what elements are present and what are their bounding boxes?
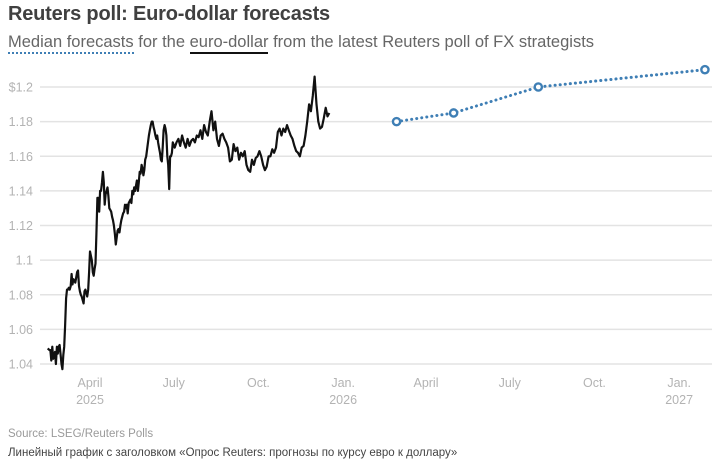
grid-lines [40,86,712,365]
x-tick-label: Jan. [331,376,355,390]
x-tick-label: July [163,376,186,390]
y-tick-label: 1.14 [9,184,33,198]
spot-rate-line [46,75,331,371]
x-tick-label: July [499,376,522,390]
y-tick-label: 1.12 [9,219,33,233]
x-axis-ticks: April 2025 July Oct. Jan. 2026 April July Oct. Ja… [76,376,693,407]
x-tick-year-label: 2025 [76,393,104,407]
forecast-point [533,82,544,92]
y-tick-label: 1.18 [9,115,33,129]
y-tick-label: 1.08 [9,288,33,302]
legend-median-forecasts: Median forecasts [8,33,134,54]
chart-title: Reuters poll: Euro-dollar forecasts [8,3,330,25]
subtitle-text: for the [133,33,190,51]
x-tick-label: Jan. [667,376,691,390]
x-tick-label: April [77,376,102,390]
forecast-point [391,116,402,127]
y-tick-label: 1.06 [9,323,33,337]
x-tick-label: April [413,376,438,390]
y-tick-label: 1.16 [9,150,33,164]
x-tick-label: Oct. [247,376,270,390]
y-tick-label: 1.04 [9,358,33,372]
subtitle-text-end: from the latest Reuters poll of FX strat… [268,33,595,51]
x-tick-label: Oct. [583,376,606,390]
y-tick-label: 1.1 [16,254,33,268]
x-tick-year-label: 2026 [329,393,357,407]
y-tick-label: $1.2 [9,81,33,95]
series-group [46,64,710,371]
y-axis-ticks: $1.2 1.18 1.16 1.14 1.12 1.1 1.08 1.06 1.04 [9,81,33,372]
line-chart: $1.2 1.18 1.16 1.14 1.12 1.1 1.08 1.06 1.04 Apri… [9,64,712,407]
legend-euro-dollar: euro-dollar [189,33,269,54]
chart-description: Линейный график с заголовком «Опрос Reut… [8,447,458,459]
forecast-point [700,64,710,75]
chart-subtitle: Median forecasts for the euro-dollar fro… [8,33,595,54]
forecast-point [448,108,459,118]
source-note: Source: LSEG/Reuters Polls [8,428,154,440]
forecast-line [395,68,707,124]
x-tick-year-label: 2027 [665,393,693,407]
